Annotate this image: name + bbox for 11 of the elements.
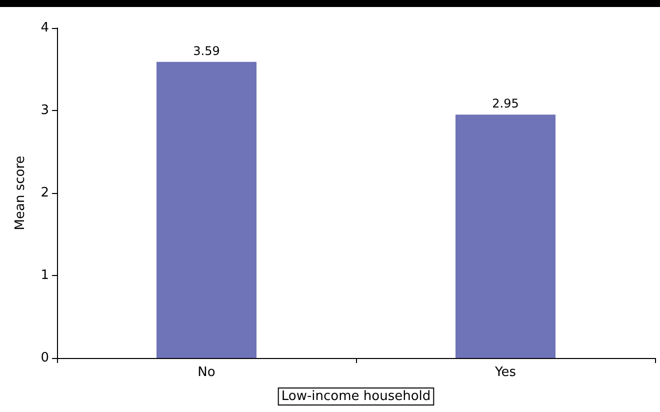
- x-tick-label: No: [198, 365, 216, 380]
- y-tick-label: 3: [40, 103, 49, 118]
- y-tick-label: 4: [40, 20, 49, 36]
- data-label: 3.59: [193, 44, 220, 58]
- data-label: 2.95: [492, 96, 519, 111]
- y-axis-title: Mean score: [13, 156, 28, 230]
- y-tick-label: 2: [40, 186, 49, 200]
- x-tick-label: Yes: [494, 365, 516, 380]
- y-tick-label: 0: [40, 350, 49, 366]
- y-tick-label: 1: [40, 268, 49, 283]
- x-axis-title: Low-income household: [281, 389, 431, 404]
